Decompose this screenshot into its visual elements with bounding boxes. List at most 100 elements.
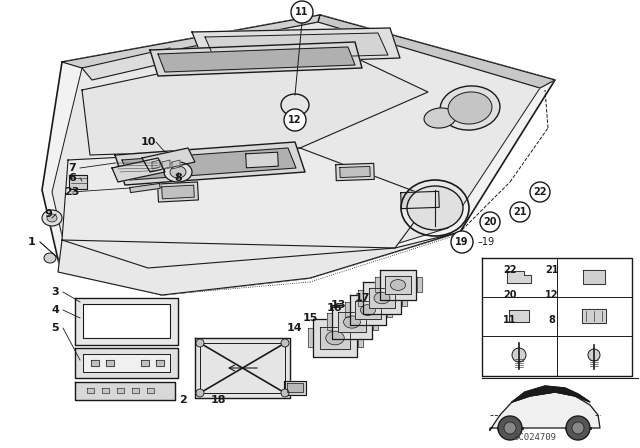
Polygon shape (162, 185, 195, 199)
Polygon shape (75, 348, 178, 378)
Polygon shape (112, 158, 165, 182)
Polygon shape (141, 360, 149, 366)
Polygon shape (350, 295, 386, 325)
Text: 16: 16 (327, 303, 343, 313)
Polygon shape (130, 183, 160, 193)
Polygon shape (336, 164, 374, 181)
Text: 21: 21 (545, 265, 559, 275)
Polygon shape (158, 47, 355, 72)
Ellipse shape (196, 389, 204, 397)
Ellipse shape (42, 210, 62, 226)
Polygon shape (338, 312, 366, 332)
Ellipse shape (360, 305, 376, 315)
Polygon shape (374, 277, 380, 293)
Polygon shape (358, 290, 362, 306)
Polygon shape (363, 282, 401, 314)
Polygon shape (358, 328, 362, 348)
Polygon shape (417, 277, 422, 293)
Polygon shape (115, 142, 305, 185)
Text: 21: 21 (513, 207, 527, 217)
Ellipse shape (588, 349, 600, 361)
Polygon shape (582, 309, 606, 323)
Ellipse shape (390, 280, 406, 290)
Polygon shape (147, 388, 154, 393)
Text: 15: 15 (302, 313, 317, 323)
Text: 23: 23 (64, 187, 80, 197)
Ellipse shape (498, 416, 522, 440)
Polygon shape (326, 314, 332, 331)
Ellipse shape (281, 339, 289, 347)
Polygon shape (150, 42, 362, 76)
Polygon shape (369, 289, 396, 308)
Ellipse shape (196, 339, 204, 347)
Ellipse shape (170, 166, 186, 178)
Circle shape (291, 1, 313, 23)
Polygon shape (75, 382, 175, 400)
Polygon shape (387, 302, 392, 318)
Polygon shape (372, 314, 378, 331)
Text: 7: 7 (68, 163, 76, 173)
Polygon shape (69, 175, 87, 189)
Circle shape (480, 212, 500, 232)
Ellipse shape (566, 416, 590, 440)
Text: 22: 22 (503, 265, 516, 275)
Ellipse shape (164, 162, 192, 182)
Polygon shape (157, 182, 198, 202)
Text: 8: 8 (548, 315, 556, 325)
Polygon shape (195, 338, 290, 398)
Ellipse shape (407, 186, 463, 230)
Text: 11: 11 (503, 315, 516, 325)
Polygon shape (482, 258, 632, 376)
Text: 5: 5 (51, 323, 59, 333)
Polygon shape (42, 15, 555, 295)
Polygon shape (401, 290, 406, 306)
Text: 12: 12 (545, 290, 559, 300)
Text: 6: 6 (68, 173, 76, 183)
Text: 8: 8 (174, 173, 182, 183)
Polygon shape (307, 328, 312, 348)
Polygon shape (83, 354, 170, 372)
Polygon shape (116, 388, 124, 393)
Polygon shape (156, 360, 164, 366)
Text: 9: 9 (44, 209, 52, 219)
Text: 18: 18 (211, 395, 226, 405)
Text: 0C024709: 0C024709 (513, 434, 557, 443)
Ellipse shape (47, 214, 57, 222)
Polygon shape (401, 191, 439, 209)
Ellipse shape (374, 292, 390, 304)
Polygon shape (340, 167, 370, 177)
Text: 4: 4 (51, 305, 59, 315)
Polygon shape (62, 15, 320, 68)
Ellipse shape (424, 108, 456, 128)
Ellipse shape (281, 389, 289, 397)
Text: 19: 19 (455, 237, 468, 247)
Text: 13: 13 (330, 300, 346, 310)
Text: 1: 1 (28, 237, 36, 247)
Polygon shape (507, 271, 531, 283)
Polygon shape (102, 388, 109, 393)
Polygon shape (142, 148, 195, 172)
Polygon shape (509, 310, 529, 322)
Text: 20: 20 (483, 217, 497, 227)
Polygon shape (82, 40, 428, 155)
Circle shape (451, 231, 473, 253)
Polygon shape (91, 360, 99, 366)
Polygon shape (152, 160, 160, 169)
Text: 14: 14 (287, 323, 303, 333)
Circle shape (284, 109, 306, 131)
Text: 10: 10 (140, 137, 156, 147)
Polygon shape (355, 301, 381, 319)
Polygon shape (332, 305, 372, 339)
Polygon shape (246, 152, 278, 168)
Text: 2: 2 (179, 395, 187, 405)
Polygon shape (62, 148, 432, 268)
Circle shape (510, 202, 530, 222)
Text: 12: 12 (288, 115, 301, 125)
Polygon shape (131, 388, 138, 393)
Ellipse shape (504, 422, 516, 434)
Ellipse shape (572, 422, 584, 434)
Polygon shape (512, 386, 590, 402)
Polygon shape (583, 270, 605, 284)
Text: 20: 20 (503, 290, 516, 300)
Ellipse shape (326, 331, 344, 345)
